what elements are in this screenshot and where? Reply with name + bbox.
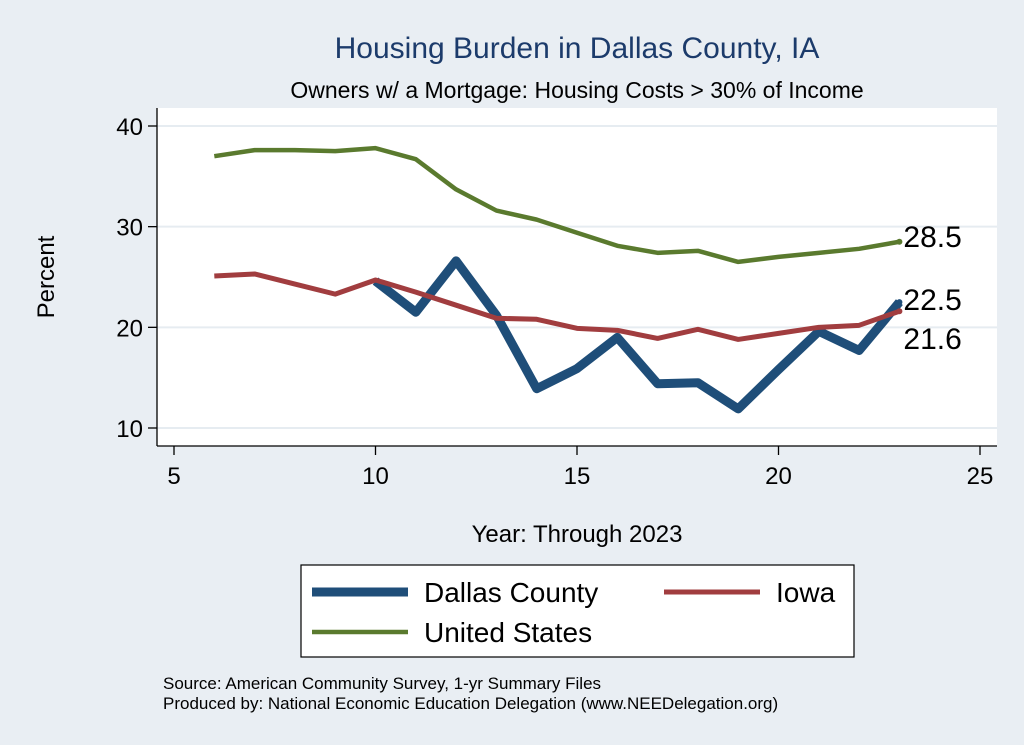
series-line-united-states: [213, 145, 900, 265]
x-tick-label: 20: [765, 463, 792, 490]
x-axis-ticks: 5 10 15 20 25: [167, 446, 993, 490]
series-endpoint: [896, 299, 903, 306]
end-labels: 22.5 21.6 28.5: [903, 221, 961, 356]
y-tick-label: 30: [116, 215, 143, 242]
y-axis-ticks: 10 20 30 40: [116, 114, 157, 443]
x-tick-label: 10: [362, 463, 389, 490]
legend-label: United States: [424, 617, 592, 648]
chart-subtitle: Owners w/ a Mortgage: Housing Costs > 30…: [290, 77, 863, 103]
series-endpoint: [896, 238, 903, 245]
end-label: 28.5: [903, 221, 961, 254]
source-line-2: Produced by: National Economic Education…: [163, 694, 778, 713]
x-tick-label: 15: [564, 463, 591, 490]
legend-label: Dallas County: [424, 577, 598, 608]
end-label: 22.5: [903, 284, 961, 317]
y-tick-label: 10: [116, 416, 143, 443]
x-tick-label: 5: [167, 463, 180, 490]
series-endpoint: [896, 308, 903, 315]
series-line-dallas-county: [372, 256, 903, 414]
plot-area: [157, 108, 997, 446]
chart-title: Housing Burden in Dallas County, IA: [335, 32, 820, 65]
series-lines: [213, 145, 903, 414]
y-tick-label: 20: [116, 315, 143, 342]
y-tick-label: 40: [116, 114, 143, 141]
source-line-1: Source: American Community Survey, 1-yr …: [163, 674, 601, 693]
x-tick-label: 25: [967, 463, 994, 490]
series-line-iowa: [214, 271, 901, 342]
legend-label: Iowa: [776, 577, 836, 608]
y-axis-label: Percent: [33, 235, 60, 318]
x-axis-label: Year: Through 2023: [472, 521, 683, 548]
end-label: 21.6: [903, 323, 961, 356]
legend: Dallas County Iowa United States: [312, 577, 836, 648]
legend-box: [300, 564, 855, 658]
